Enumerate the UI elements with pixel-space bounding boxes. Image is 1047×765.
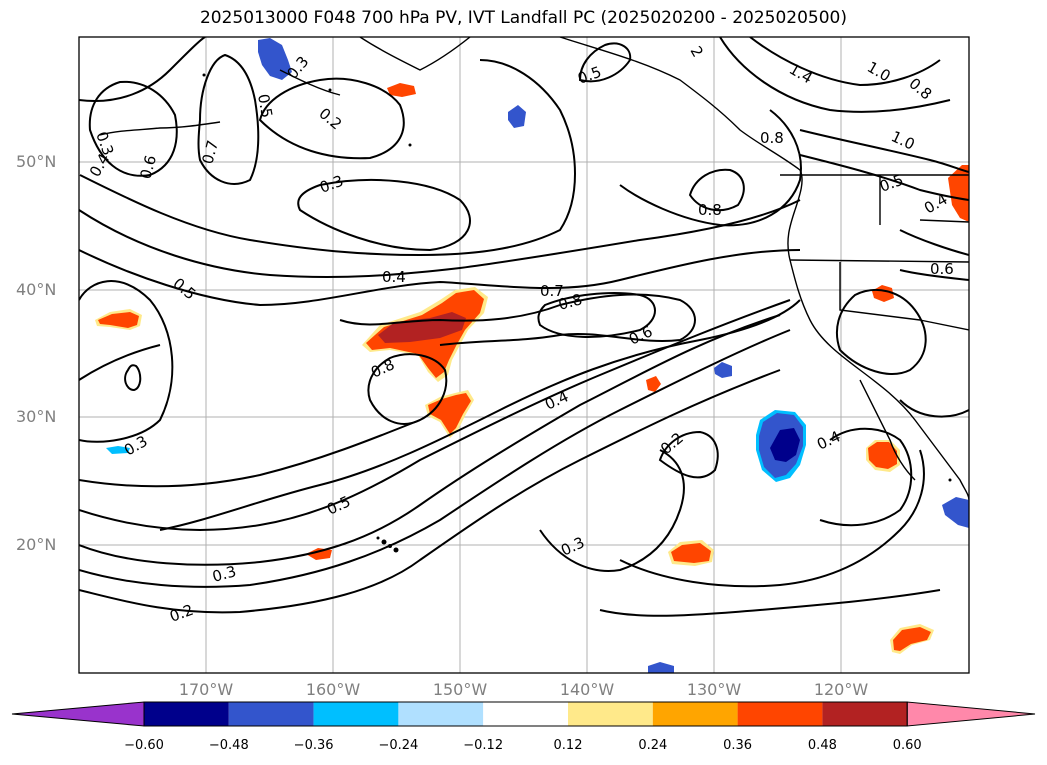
colorbar-label: 0.48 [807, 738, 837, 753]
contour-label: 0.6 [136, 153, 160, 181]
lon-tick-label: 150°W [432, 680, 488, 699]
colorbar-label: −0.24 [378, 738, 419, 753]
pv-contours [79, 37, 969, 617]
colorbar-swatch [737, 702, 823, 726]
contour-label: 0.6 [930, 260, 954, 278]
colorbar-label: −0.48 [208, 738, 249, 753]
patch-orange-hawaii [671, 543, 711, 563]
ivt-shading [95, 38, 969, 673]
lon-tick-label: 130°W [686, 680, 742, 699]
lon-tick-label: 160°W [305, 680, 361, 699]
lat-tick-label: 40°N [16, 280, 57, 299]
patch-small-b [306, 548, 332, 560]
patch-west [98, 312, 139, 328]
colorbar-swatch [652, 702, 738, 726]
colorbar-swatch [568, 702, 653, 726]
patch-small-c [106, 446, 130, 454]
colorbar-swatch [483, 702, 568, 726]
contour-label: 0.8 [556, 290, 584, 314]
colorbar-label: −0.36 [293, 738, 334, 753]
contour-label: 0.8 [698, 201, 722, 219]
patch-gulf [387, 83, 416, 97]
colorbar-label: 0.24 [638, 738, 668, 753]
contour-label: 0.8 [760, 129, 784, 147]
patch-orange-se [868, 442, 897, 469]
figure-title: 2025013000 F048 700 hPa PV, IVT Landfall… [199, 8, 847, 28]
colorbar-extend-left [11, 701, 145, 727]
patch-small-a [646, 376, 661, 392]
colorbar-swatch [822, 702, 908, 726]
colorbar-label: 0.12 [553, 738, 583, 753]
patch-blue-east [770, 428, 800, 462]
contour-label: 0.4 [382, 268, 406, 286]
contour-label: 0.5 [254, 93, 276, 120]
colorbar-swatch [398, 702, 484, 726]
colorbar-label: −0.60 [124, 738, 164, 753]
patch-blue-north [258, 38, 292, 80]
colorbar-label: 0.60 [892, 738, 922, 753]
contour-label: 0.3 [210, 562, 238, 586]
lon-tick-label: 170°W [178, 680, 234, 699]
plot-area [79, 37, 969, 673]
colorbar-swatch [228, 702, 314, 726]
lon-tick-label: 120°W [813, 680, 869, 699]
lon-tick-label: 140°W [559, 680, 615, 699]
lat-tick-label: 20°N [16, 535, 57, 554]
patch-orange-east-edge [948, 165, 969, 222]
colorbar [11, 701, 1036, 727]
patch-small-d [648, 662, 674, 673]
lat-tick-label: 50°N [16, 152, 57, 171]
colorbar-label: −0.12 [463, 738, 504, 753]
patch-blue-baja [942, 497, 969, 528]
coastlines [99, 37, 969, 501]
patch-blue-small [714, 362, 732, 378]
islands [202, 73, 952, 553]
contour-label: 0.7 [540, 282, 564, 300]
contour-label: 0.7 [198, 138, 222, 166]
colorbar-extend-right [906, 701, 1036, 727]
colorbar-label: 0.36 [723, 738, 753, 753]
colorbar-swatch [144, 702, 229, 726]
patch-orange-south [893, 627, 931, 651]
lat-tick-label: 30°N [16, 407, 57, 426]
plot-frame [78, 36, 970, 674]
patch-blue-gulf [508, 105, 526, 128]
colorbar-swatch [313, 702, 399, 726]
